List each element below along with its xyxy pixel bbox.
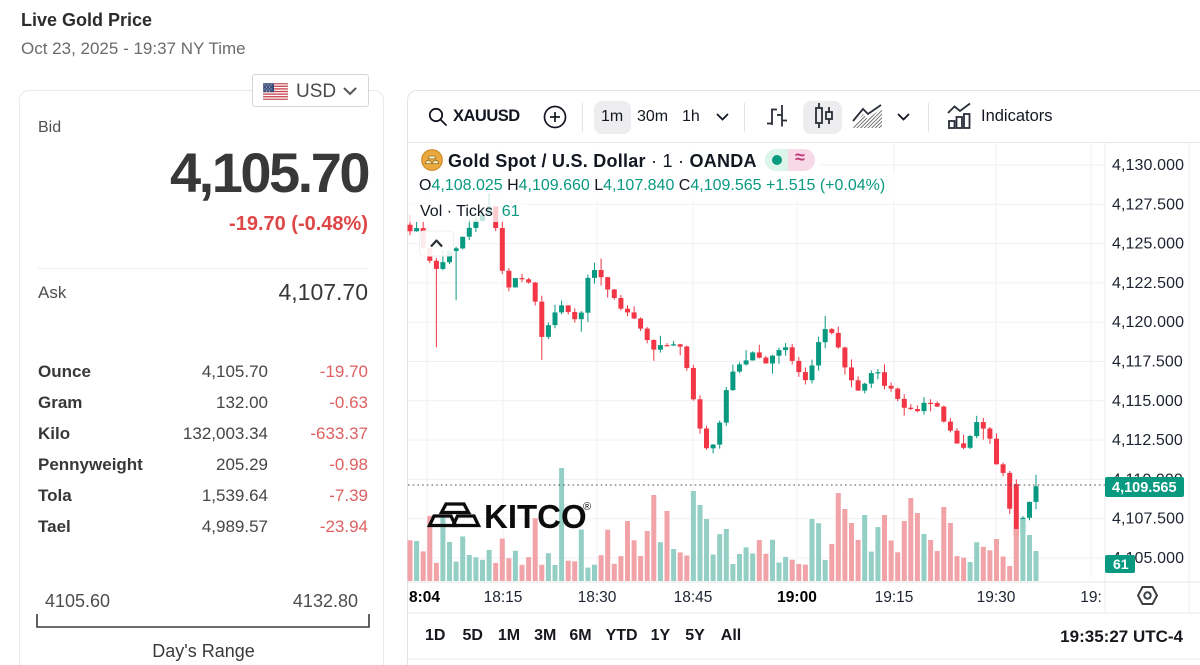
svg-text:4,130.000: 4,130.000 — [1112, 157, 1184, 174]
svg-text:19:: 19: — [1080, 589, 1102, 606]
svg-text:18:45: 18:45 — [674, 589, 713, 606]
svg-text:4,117.500: 4,117.500 — [1112, 354, 1183, 371]
svg-text:8:04: 8:04 — [409, 589, 440, 606]
svg-text:4,112.500: 4,112.500 — [1112, 432, 1183, 449]
svg-text:19:15: 19:15 — [875, 589, 914, 606]
svg-text:4,115.000: 4,115.000 — [1112, 393, 1183, 410]
svg-text:4,109.565: 4,109.565 — [1112, 480, 1177, 496]
svg-text:4,122.500: 4,122.500 — [1112, 275, 1184, 292]
svg-text:19:00: 19:00 — [777, 589, 817, 606]
svg-text:4,120.000: 4,120.000 — [1112, 314, 1184, 331]
svg-text:4,125.000: 4,125.000 — [1112, 236, 1184, 253]
svg-text:19:30: 19:30 — [977, 589, 1016, 606]
svg-text:4,127.500: 4,127.500 — [1112, 196, 1184, 213]
svg-text:18:15: 18:15 — [484, 589, 523, 606]
svg-text:18:30: 18:30 — [578, 589, 617, 606]
svg-text:61: 61 — [1113, 556, 1129, 572]
svg-text:®: ® — [583, 501, 591, 513]
svg-text:4,107.500: 4,107.500 — [1112, 511, 1184, 528]
svg-text:KITCO: KITCO — [484, 498, 587, 535]
